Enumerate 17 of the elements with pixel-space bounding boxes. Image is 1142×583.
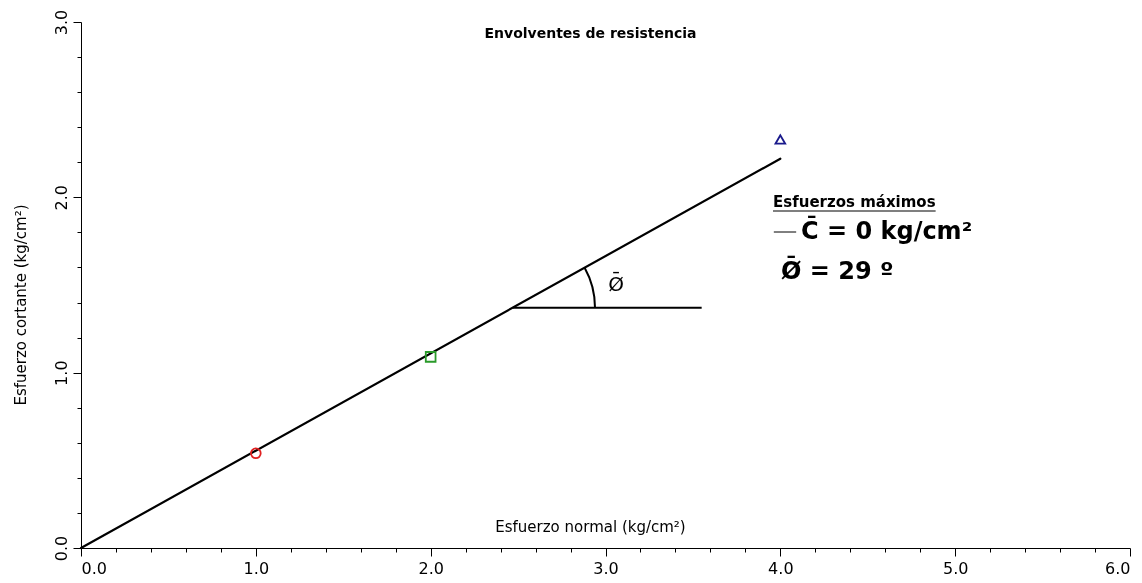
x-tick-label: 0.0 xyxy=(81,558,107,578)
y-tick-label: 1.0 xyxy=(51,360,71,386)
x-tick-label: 3.0 xyxy=(593,558,619,578)
chart-title: Envolventes de resistencia xyxy=(484,25,697,41)
x-tick-label: 6.0 xyxy=(1105,558,1131,578)
y-tick-label: 3.0 xyxy=(51,9,71,36)
legend-title: Esfuerzos máximos xyxy=(773,193,936,211)
x-tick-label: 2.0 xyxy=(418,558,444,578)
x-tick-label: 4.0 xyxy=(768,558,794,578)
x-axis-title: Esfuerzo normal (kg/cm²) xyxy=(495,518,686,536)
legend-label: C̄ = 0 kg/cm² xyxy=(801,214,973,245)
x-tick-label: 1.0 xyxy=(243,558,270,578)
annotation: Ø̄ = 29 º xyxy=(781,254,894,285)
y-tick-label: 2.0 xyxy=(51,185,71,211)
annotation: Ø̄ xyxy=(608,271,624,296)
x-tick-label: 5.0 xyxy=(942,558,969,578)
y-axis-title: Esfuerzo cortante (kg/cm²) xyxy=(12,204,30,406)
